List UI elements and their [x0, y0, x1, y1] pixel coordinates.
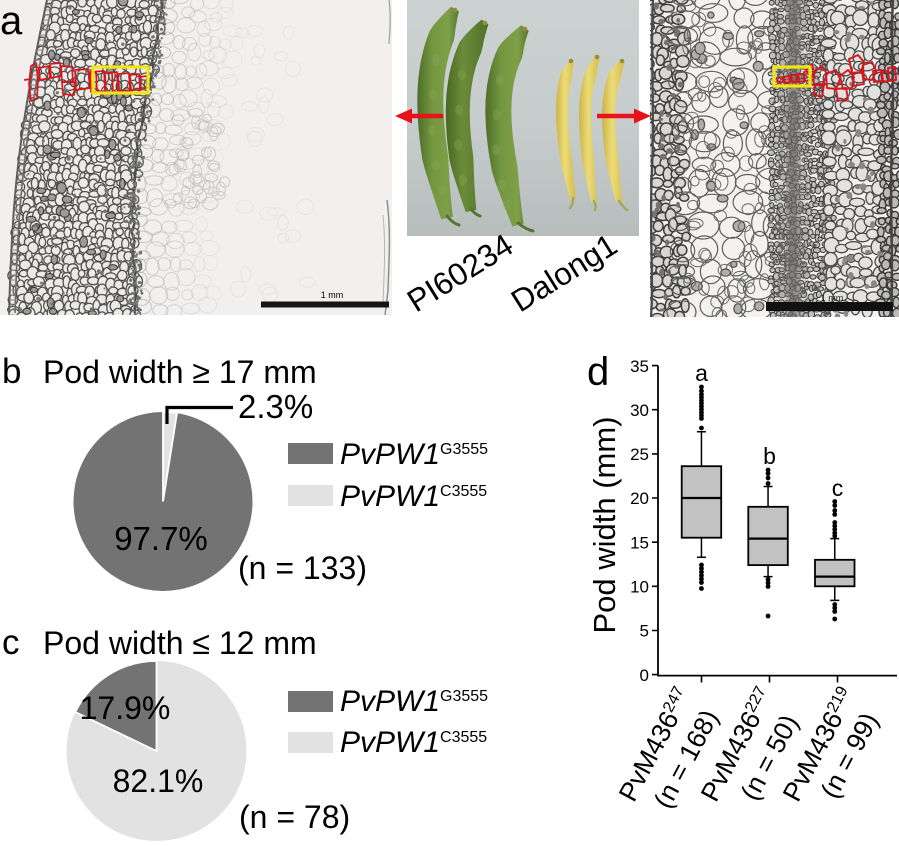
- svg-text:b: b: [2, 352, 21, 391]
- svg-text:(n = 133): (n = 133): [238, 550, 367, 586]
- svg-text:a: a: [695, 360, 708, 386]
- svg-text:2.3%: 2.3%: [238, 388, 313, 425]
- svg-text:Pod width ≥ 17 mm: Pod width ≥ 17 mm: [43, 354, 317, 390]
- svg-text:15: 15: [630, 533, 649, 552]
- svg-text:20: 20: [630, 489, 649, 508]
- svg-text:97.7%: 97.7%: [114, 520, 208, 557]
- svg-text:5: 5: [640, 622, 649, 641]
- svg-text:25: 25: [630, 445, 649, 464]
- svg-text:0: 0: [640, 666, 649, 685]
- svg-text:82.1%: 82.1%: [113, 763, 204, 799]
- svg-text:d: d: [587, 350, 609, 394]
- svg-text:a: a: [0, 0, 23, 43]
- svg-text:1 mm: 1 mm: [821, 293, 844, 303]
- svg-text:17.9%: 17.9%: [80, 690, 171, 726]
- svg-text:35: 35: [630, 357, 649, 376]
- svg-text:Pod width ≤ 12 mm: Pod width ≤ 12 mm: [43, 625, 317, 661]
- svg-text:Pod width (mm): Pod width (mm): [587, 416, 622, 633]
- svg-text:(n = 78): (n = 78): [239, 799, 350, 835]
- svg-text:30: 30: [630, 401, 649, 420]
- svg-text:10: 10: [630, 578, 649, 597]
- svg-text:c: c: [2, 623, 20, 662]
- svg-text:1 mm: 1 mm: [321, 290, 344, 300]
- svg-text:c: c: [832, 475, 844, 501]
- svg-text:b: b: [763, 443, 776, 469]
